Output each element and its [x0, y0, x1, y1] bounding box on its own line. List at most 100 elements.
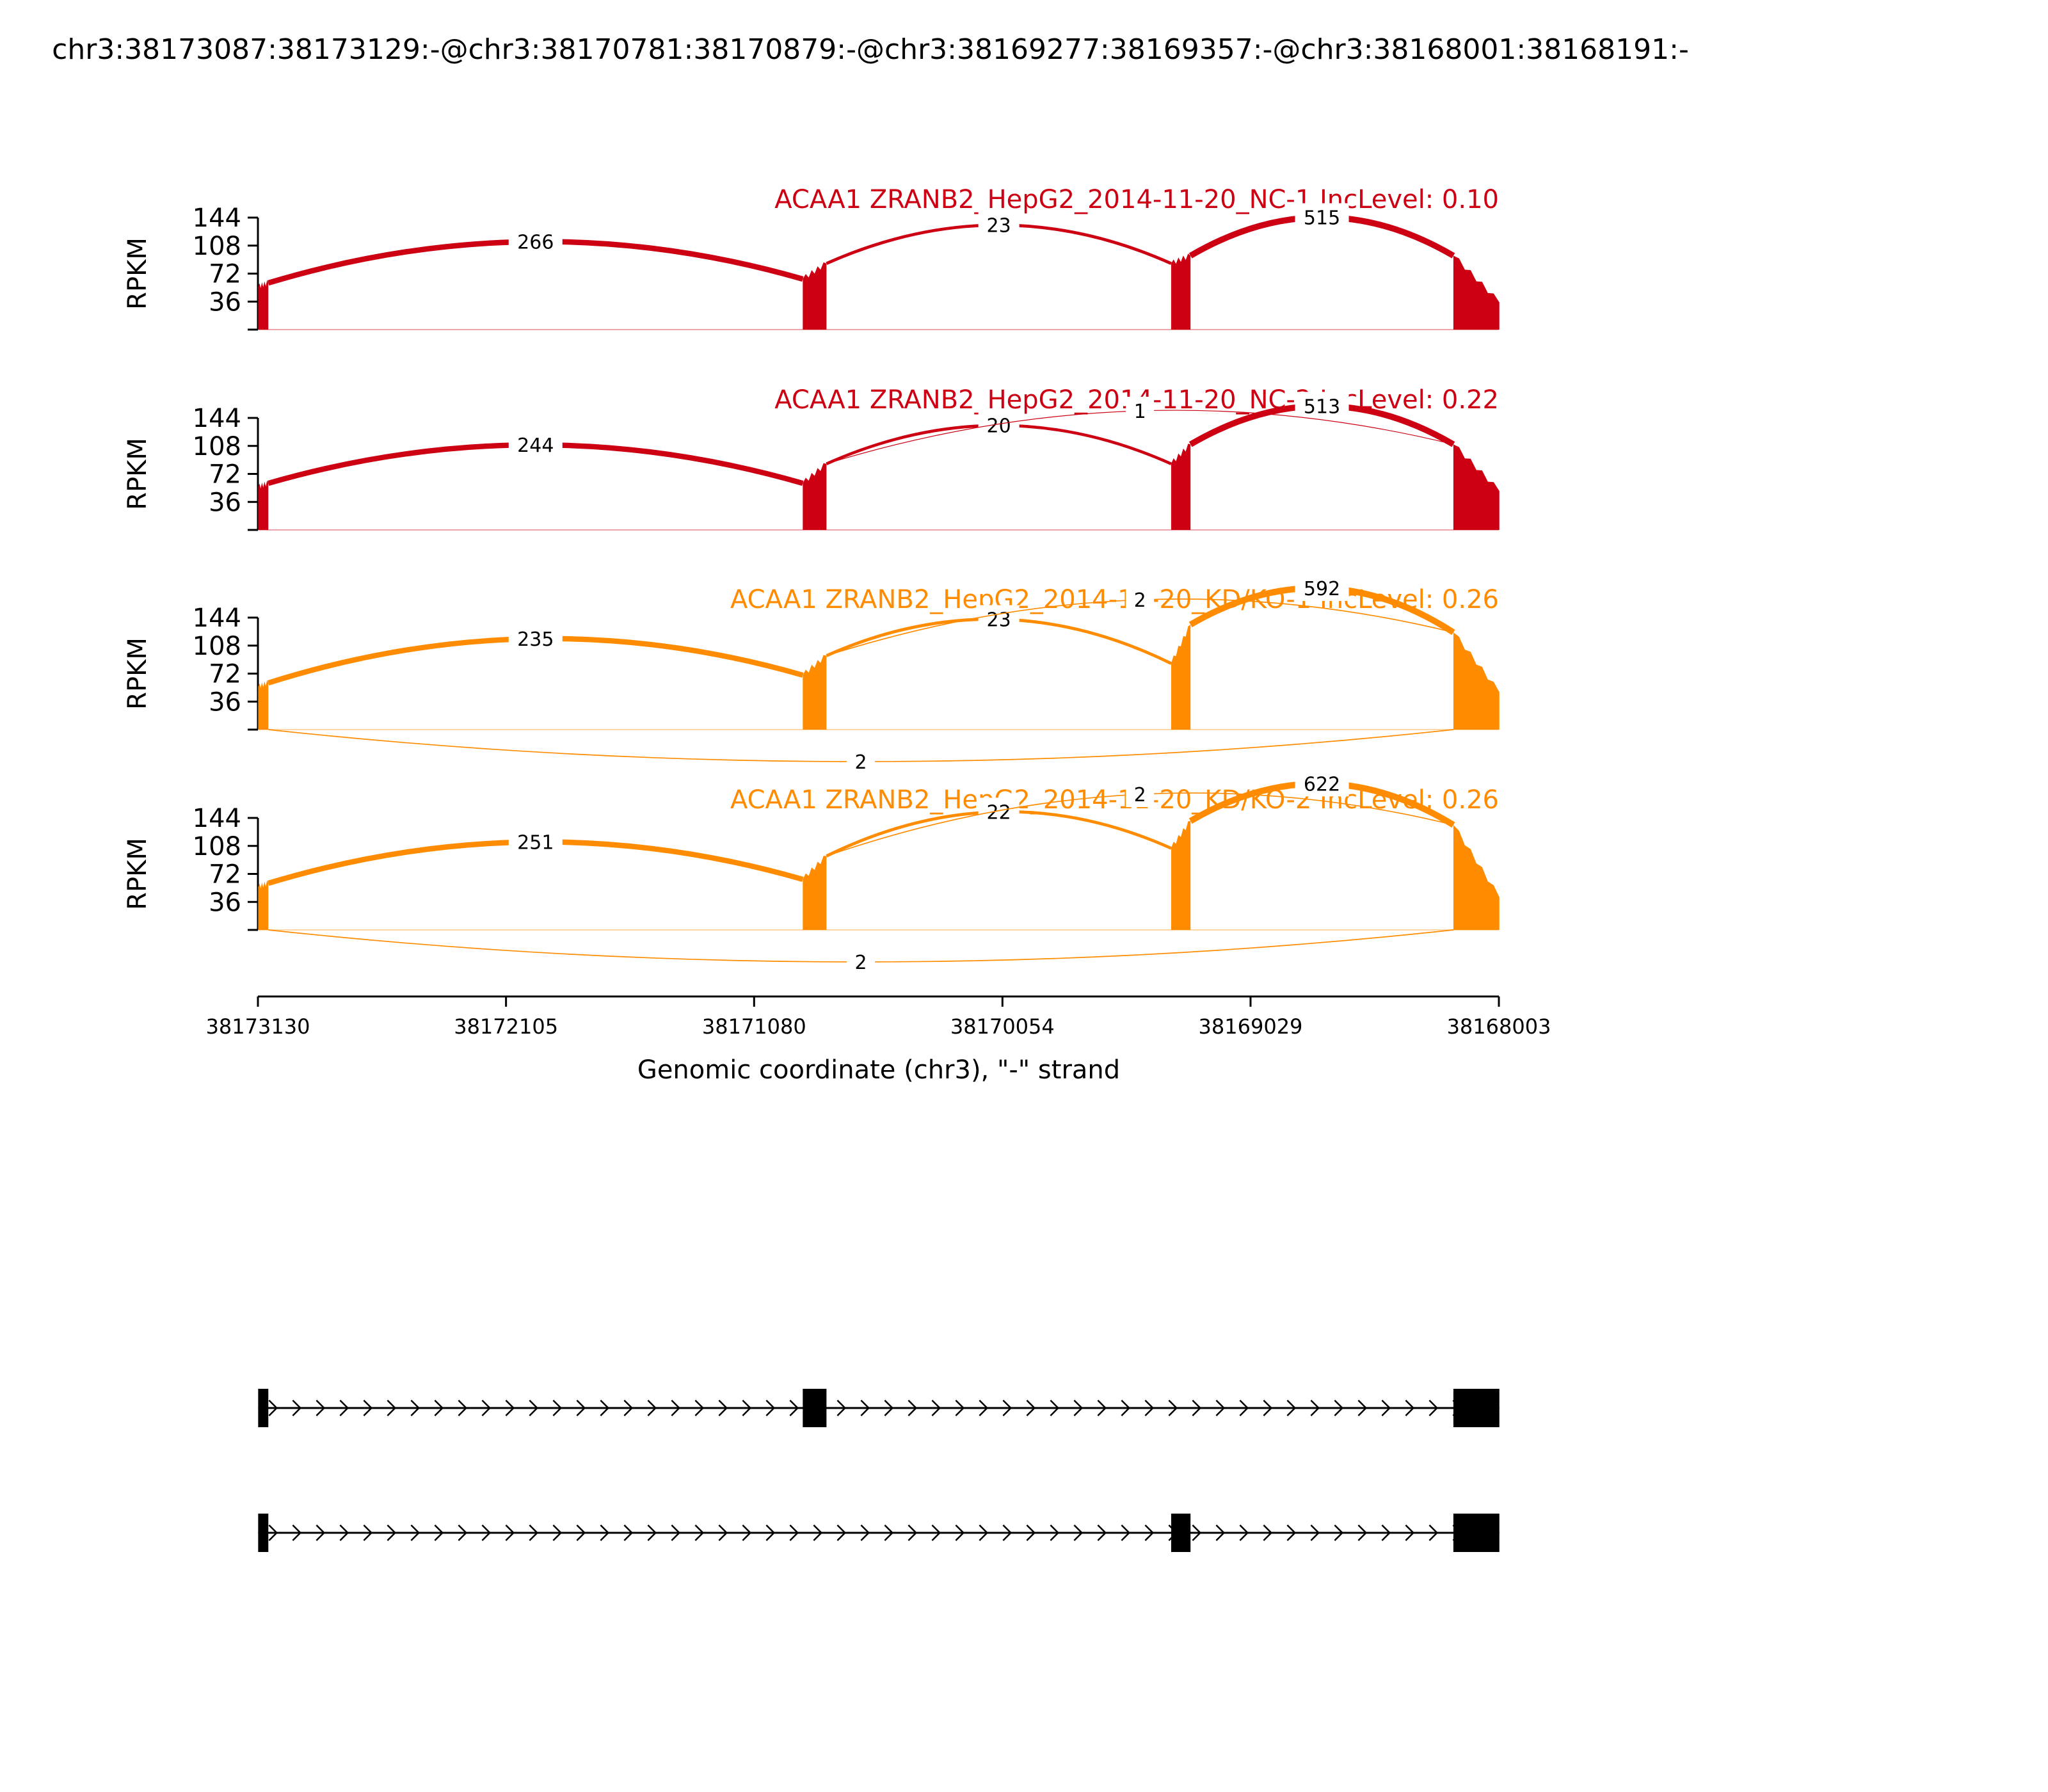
strand-arrow-icon — [694, 1524, 705, 1541]
strand-arrow-icon — [1381, 1524, 1391, 1541]
strand-arrow-icon — [1239, 1400, 1249, 1416]
strand-arrow-icon — [955, 1524, 965, 1541]
strand-arrow-icon — [481, 1400, 492, 1416]
junction-label-bg — [847, 948, 876, 975]
strand-arrow-icon — [1239, 1524, 1249, 1541]
strand-arrow-icon — [623, 1400, 634, 1416]
junction-count-label: 266 — [517, 232, 554, 254]
strand-arrow-icon — [268, 1400, 278, 1416]
strand-arrow-icon — [316, 1400, 326, 1416]
junction-label-bg — [508, 431, 563, 458]
junction-count-label: 1 — [1134, 401, 1146, 423]
exon-coverage — [803, 463, 827, 530]
strand-arrow-icon — [884, 1524, 894, 1541]
strand-arrow-icon — [1073, 1400, 1084, 1416]
junction-label-bg — [1295, 769, 1349, 797]
strand-arrow-icon — [1192, 1400, 1202, 1416]
strand-arrow-icon — [1026, 1524, 1036, 1541]
strand-arrow-icon — [434, 1524, 444, 1541]
y-tick-label: 36 — [209, 888, 241, 917]
strand-arrow-icon — [505, 1400, 515, 1416]
junction-label-bg — [1295, 392, 1349, 419]
strand-arrow-icon — [1405, 1524, 1415, 1541]
x-tick-label: 38171080 — [702, 1014, 806, 1039]
isoform-2 — [258, 1514, 1500, 1552]
strand-arrow-icon — [1144, 1400, 1155, 1416]
strand-arrow-icon — [434, 1400, 444, 1416]
strand-arrow-icon — [1097, 1524, 1107, 1541]
exon-block — [1453, 1389, 1500, 1427]
y-tick-label: 108 — [193, 432, 241, 461]
strand-arrow-icon — [576, 1400, 586, 1416]
strand-arrow-icon — [789, 1400, 799, 1416]
chart-title: chr3:38173087:38173129:-@chr3:38170781:3… — [52, 33, 1689, 66]
junction-count-label: 2 — [855, 952, 867, 974]
strand-arrow-icon — [363, 1524, 373, 1541]
strand-arrow-icon — [1121, 1400, 1131, 1416]
strand-arrow-icon — [552, 1400, 563, 1416]
junction-label-bg — [847, 748, 876, 774]
x-tick-label: 38170054 — [950, 1014, 1055, 1039]
strand-arrow-icon — [623, 1524, 634, 1541]
strand-arrow-icon — [339, 1524, 349, 1541]
exon-coverage — [1171, 444, 1191, 530]
strand-arrow-icon — [718, 1524, 728, 1541]
junction-count-label: 235 — [517, 628, 554, 651]
junction-count-label: 22 — [987, 801, 1011, 824]
strand-arrow-icon — [1381, 1400, 1391, 1416]
y-tick-label: 72 — [209, 460, 241, 490]
exon-coverage — [1453, 824, 1500, 930]
y-tick-label: 144 — [193, 604, 241, 633]
y-axis-label: RPKM — [123, 637, 152, 710]
exon-block — [1171, 1514, 1191, 1552]
exon-coverage — [803, 262, 827, 330]
strand-arrow-icon — [1026, 1400, 1036, 1416]
strand-arrow-icon — [813, 1524, 823, 1541]
strand-arrow-icon — [1097, 1400, 1107, 1416]
strand-arrow-icon — [1050, 1524, 1060, 1541]
junction-count-label: 2 — [1134, 589, 1146, 612]
strand-arrow-icon — [1215, 1524, 1226, 1541]
y-tick-label: 36 — [209, 488, 241, 517]
exon-block — [258, 1389, 269, 1427]
strand-arrow-icon — [363, 1400, 373, 1416]
strand-arrow-icon — [387, 1524, 397, 1541]
track-1: ACAA1 ZRANB2_HepG2_2014-11-20_NC-1 IncLe… — [123, 185, 1500, 331]
strand-arrow-icon — [1050, 1400, 1060, 1416]
y-tick-label: 72 — [209, 260, 241, 289]
strand-arrow-icon — [1121, 1524, 1131, 1541]
strand-arrow-icon — [647, 1524, 657, 1541]
y-tick-label: 72 — [209, 660, 241, 689]
junction-label-bg — [508, 828, 563, 855]
junction-count-label: 515 — [1304, 207, 1340, 230]
strand-arrow-icon — [552, 1524, 563, 1541]
x-axis-label: Genomic coordinate (chr3), "-" strand — [637, 1055, 1120, 1085]
junction-count-label: 2 — [1134, 784, 1146, 806]
junction-count-label: 592 — [1304, 578, 1340, 600]
junction-count-label: 20 — [987, 415, 1011, 438]
strand-arrow-icon — [600, 1524, 610, 1541]
junction-label-bg — [978, 411, 1020, 438]
strand-arrow-icon — [1334, 1524, 1344, 1541]
strand-arrow-icon — [836, 1400, 847, 1416]
strand-arrow-icon — [292, 1400, 302, 1416]
strand-arrow-icon — [1073, 1524, 1084, 1541]
strand-arrow-icon — [931, 1400, 941, 1416]
strand-arrow-icon — [742, 1400, 752, 1416]
track-3: ACAA1 ZRANB2_HepG2_2014-11-20_KD/KO-1 In… — [123, 573, 1500, 774]
strand-arrow-icon — [1310, 1524, 1320, 1541]
strand-arrow-icon — [410, 1400, 420, 1416]
coverage-tracks: ACAA1 ZRANB2_HepG2_2014-11-20_NC-1 IncLe… — [123, 185, 1500, 975]
y-axis-label: RPKM — [123, 438, 152, 510]
strand-arrow-icon — [718, 1400, 728, 1416]
strand-arrow-icon — [316, 1524, 326, 1541]
strand-arrow-icon — [1192, 1524, 1202, 1541]
isoform-1 — [258, 1389, 1500, 1427]
strand-arrow-icon — [600, 1400, 610, 1416]
y-tick-label: 108 — [193, 232, 241, 261]
exon-coverage — [1171, 624, 1191, 730]
strand-arrow-icon — [860, 1524, 870, 1541]
strand-arrow-icon — [908, 1524, 918, 1541]
strand-arrow-icon — [1263, 1400, 1273, 1416]
